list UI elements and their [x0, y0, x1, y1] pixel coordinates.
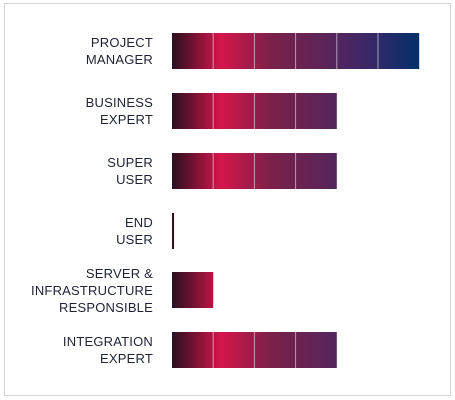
category-label-line: USER [116, 172, 153, 187]
category-label: END USER [116, 214, 153, 248]
category-label-line: END [124, 215, 153, 230]
category-label: INTEGRATION EXPERT [63, 333, 153, 367]
category-label: SUPER USER [107, 154, 153, 188]
bar-group [172, 332, 337, 368]
category-label-line: RESPONSIBLE [59, 299, 153, 315]
bar [172, 272, 214, 308]
category-label: PROJECT MANAGER [86, 34, 153, 68]
category-label: SERVER & INFRASTRUCTURE RESPONSIBLE [31, 265, 153, 316]
bar [172, 213, 175, 249]
category-label-line: EXPERT [100, 351, 153, 366]
category-label-line: USER [116, 232, 153, 247]
category-label-line: PROJECT [90, 35, 153, 50]
category-label-line: BUSINESS [85, 95, 153, 110]
bar-group [172, 33, 420, 69]
category-label-line: EXPERT [100, 112, 153, 127]
category-label-line: SUPER [107, 155, 153, 170]
bar-group [172, 272, 214, 308]
bar-group [172, 213, 175, 249]
category-label: BUSINESS EXPERT [86, 94, 153, 128]
category-label-line: INFRASTRUCTURE [31, 282, 153, 298]
category-label-line: INTEGRATION [62, 334, 153, 349]
bar-group [172, 93, 337, 129]
category-label-line: MANAGER [85, 52, 153, 67]
bar-group [172, 153, 337, 189]
category-label-line: SERVER & [85, 265, 153, 281]
